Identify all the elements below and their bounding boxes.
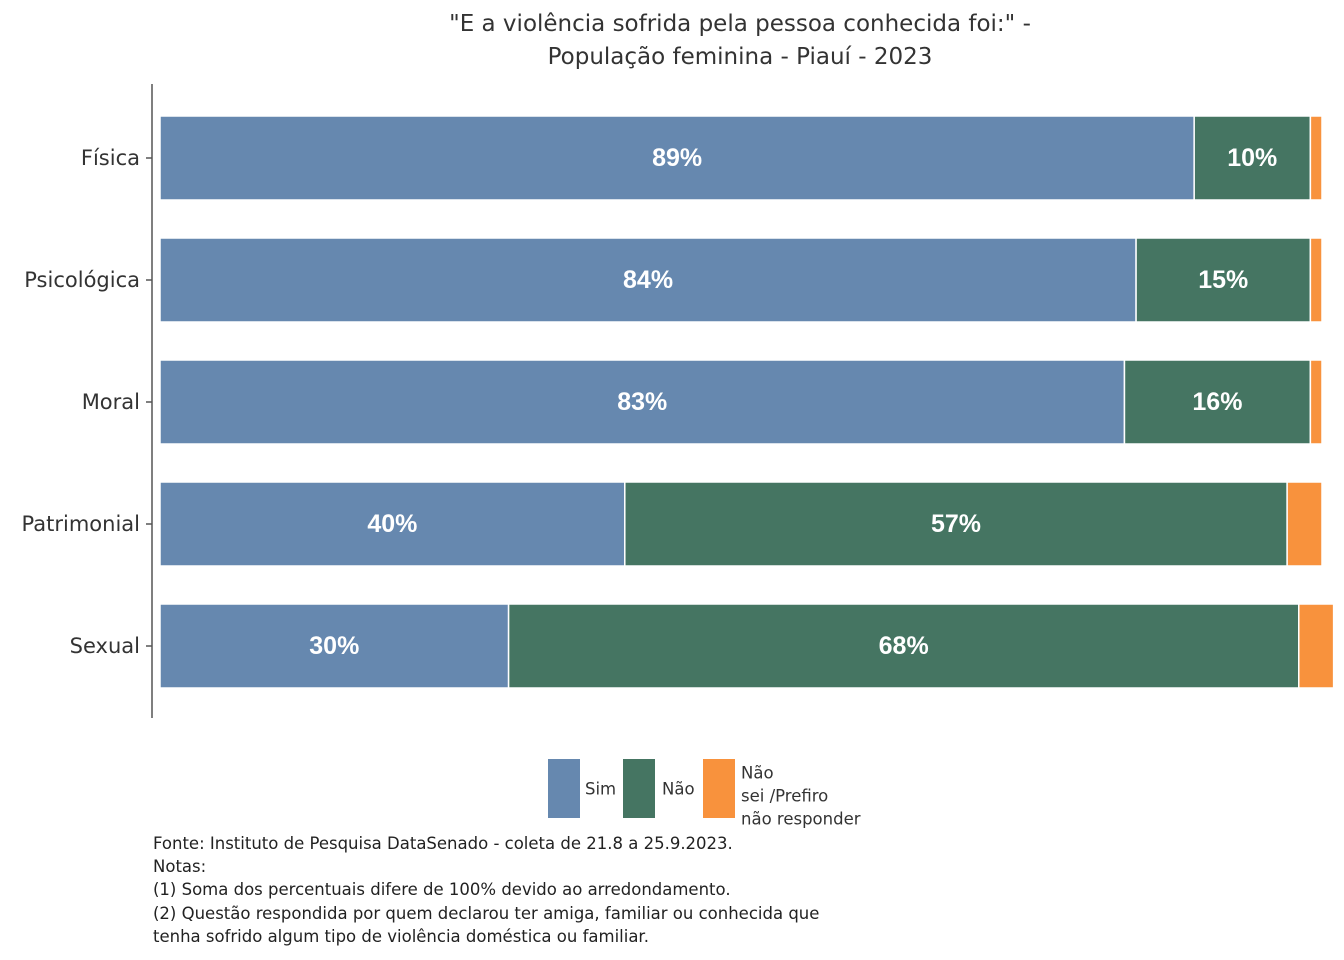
bar-segment [159,359,1126,445]
bar-segment [1309,359,1323,445]
note-1: (1) Soma dos percentuais difere de 100% … [153,880,731,900]
note-2-line-1: (2) Questão respondida por quem declarou… [153,903,820,923]
chart-title-line-1: "E a violência sofrida pela pessoa conhe… [449,11,1031,37]
category-label: Psicológica [24,268,140,292]
data-label: 57% [931,510,981,538]
legend-label: Não [662,780,695,799]
bar-segment [507,603,1300,689]
legend-label: Não [741,764,774,783]
note-2-line-2: tenha sofrido algum tipo de violência do… [153,926,649,946]
category-label: Física [81,146,140,170]
legend-swatch [548,759,580,818]
bar-segment [1298,603,1335,689]
data-label: 10% [1227,144,1277,172]
bar-segment [159,481,626,567]
data-label: 89% [652,144,702,172]
data-label: 84% [623,266,673,294]
category-label: Sexual [70,634,140,658]
data-label: 40% [367,510,417,538]
notes-heading: Notas: [153,857,207,877]
bar-segment [1123,359,1312,445]
legend-label: sei /Prefiro [741,787,828,806]
bar-segment [159,237,1137,323]
legend-swatch [623,759,655,818]
data-label: 15% [1198,266,1248,294]
bar-segment [1286,481,1323,567]
bar-segment [159,115,1195,201]
bar-segment [1309,115,1323,201]
bar-segment [1135,237,1312,323]
data-label: 30% [309,632,359,660]
data-label: 83% [617,388,667,416]
legend-swatch [703,759,735,818]
legend-label: Sim [585,780,616,799]
data-label: 68% [879,632,929,660]
bar-segment [159,603,510,689]
chart-title: "E a violência sofrida pela pessoa conhe… [140,8,1340,74]
chart-notes: Fonte: Instituto de Pesquisa DataSenado … [153,832,819,948]
bar-segment [1309,237,1323,323]
chart-title-line-2: População feminina - Piauí - 2023 [547,44,933,70]
legend-label: não responder [741,810,861,829]
source-note: Fonte: Instituto de Pesquisa DataSenado … [153,834,733,853]
category-label: Patrimonial [22,512,140,536]
data-label: 16% [1192,388,1242,416]
bar-segment [1193,115,1312,201]
category-label: Moral [82,390,140,414]
